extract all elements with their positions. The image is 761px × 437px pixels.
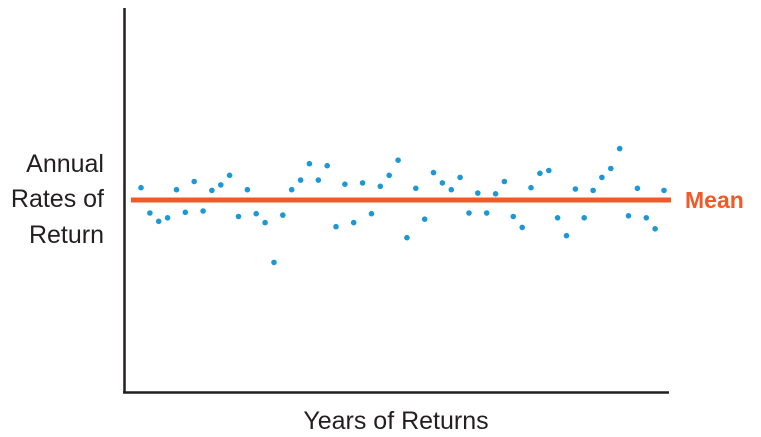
data-point	[581, 215, 587, 221]
data-point	[218, 182, 224, 188]
data-point	[501, 178, 508, 185]
data-point	[280, 212, 286, 218]
data-point	[483, 210, 490, 216]
data-point	[271, 259, 277, 266]
data-point	[138, 184, 144, 191]
data-point	[386, 172, 393, 179]
data-point	[466, 210, 472, 216]
data-point	[235, 213, 242, 220]
data-point	[590, 187, 596, 194]
data-point	[226, 172, 233, 179]
data-point	[253, 210, 259, 217]
data-point	[244, 186, 251, 193]
data-point	[492, 191, 499, 197]
data-point	[395, 157, 401, 163]
data-point	[413, 185, 419, 192]
data-point	[306, 160, 313, 167]
data-point	[625, 213, 632, 219]
data-point	[315, 177, 322, 183]
data-point	[182, 209, 189, 216]
data-point	[448, 186, 455, 193]
data-point	[475, 190, 481, 196]
data-point	[377, 183, 384, 190]
data-point	[164, 215, 171, 221]
data-point	[430, 169, 437, 176]
data-point	[537, 170, 543, 177]
data-point	[359, 180, 366, 186]
data-points	[138, 145, 667, 266]
mean-label: Mean	[685, 187, 744, 213]
data-point	[333, 223, 339, 230]
data-point	[342, 181, 348, 187]
y-axis-label-line-1: Annual	[26, 150, 104, 178]
data-point	[297, 177, 304, 183]
data-point	[209, 187, 215, 194]
data-point	[147, 210, 153, 216]
data-point	[616, 145, 623, 152]
data-point	[200, 208, 206, 214]
data-point	[155, 218, 162, 225]
data-point	[519, 224, 525, 231]
data-point	[404, 234, 410, 241]
y-axis-label-line-3: Return	[29, 221, 104, 249]
data-point	[350, 219, 357, 226]
data-point	[661, 187, 667, 194]
data-point	[634, 185, 641, 192]
data-point	[554, 215, 561, 221]
data-point	[652, 226, 658, 232]
data-point	[324, 162, 331, 169]
data-point	[173, 186, 180, 193]
data-point	[608, 165, 614, 172]
data-point	[191, 178, 197, 185]
data-point	[572, 186, 579, 192]
data-point	[262, 219, 268, 226]
data-point	[421, 216, 428, 222]
data-point	[563, 232, 570, 239]
data-point	[439, 180, 446, 186]
data-point	[599, 174, 605, 181]
data-point	[368, 210, 375, 217]
y-axis-label-line-2: Rates of	[11, 185, 104, 213]
data-point	[510, 213, 517, 220]
x-axis-label: Years of Returns	[303, 407, 488, 435]
data-point	[546, 167, 552, 174]
y-axis-label: Annual Rates of Return	[11, 150, 104, 249]
data-point	[457, 174, 463, 181]
data-point	[528, 184, 534, 191]
data-point	[288, 186, 295, 193]
data-point	[643, 215, 650, 221]
